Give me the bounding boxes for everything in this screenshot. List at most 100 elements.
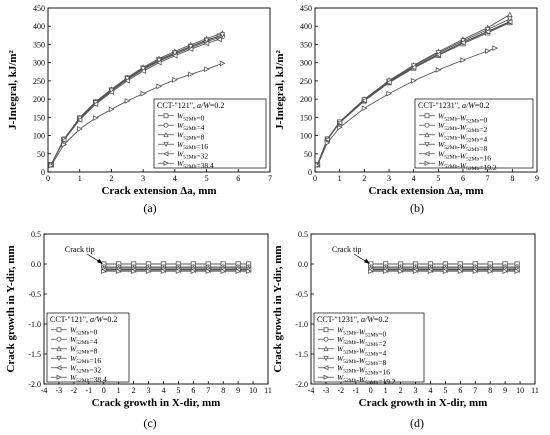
y-tick-label: 300: [300, 59, 312, 68]
x-axis-title: Crack extension Δa, mm: [101, 185, 216, 197]
data-point: [386, 90, 393, 97]
arrow-head: [364, 258, 370, 264]
x-tick-label: 3: [387, 174, 391, 183]
series-1: [101, 261, 252, 267]
x-tick-label: 7: [473, 386, 477, 395]
y-tick-label: -0.5: [28, 290, 41, 299]
data-point: [514, 268, 521, 275]
legend-box: [414, 98, 534, 169]
data-point: [187, 46, 194, 53]
x-tick-label: -3: [323, 386, 330, 395]
series-6: [48, 60, 226, 169]
y-tick-label: 200: [300, 95, 312, 104]
data-point: [411, 78, 417, 84]
y-tick-label: 150: [300, 113, 312, 122]
arrow-head: [97, 258, 103, 264]
y-tick-label: -1.5: [28, 350, 41, 359]
legend-label: W52Mb-W52Mb=2: [337, 335, 387, 348]
data-point: [442, 268, 449, 275]
data-point: [160, 268, 167, 275]
data-point: [457, 268, 464, 275]
series-5: [314, 19, 513, 168]
chart-panel-a: 0 1 2 3 4 5 6 7 0 50 100 150 200 250 300 350 400 450 Crack…: [7, 4, 272, 215]
plot-frame: [310, 233, 536, 385]
data-point: [140, 90, 147, 97]
legend: CCT-"121", a/W=0.2W52Mb=0W52Mb=4W52Mb=8W…: [153, 98, 267, 170]
x-tick-label: 1: [117, 386, 121, 395]
legend-title: CCT-"121", a/W=0.2: [50, 315, 117, 324]
y-axis-title: Crack growth in Y-dir, mm: [5, 245, 17, 372]
x-tick-label: 8: [221, 386, 225, 395]
x-tick-label: 8: [510, 174, 514, 183]
legend-marker: [424, 122, 430, 128]
x-tick-label: 10: [249, 386, 257, 395]
x-tick-label: 2: [362, 174, 366, 183]
data-point: [124, 76, 131, 82]
legend-label: W52Mb-W52Mb=8: [438, 140, 488, 153]
legend-marker: [424, 113, 430, 119]
series-line: [50, 62, 223, 166]
data-point: [245, 268, 252, 275]
series-line: [317, 21, 511, 165]
data-point: [203, 37, 210, 44]
data-point: [124, 98, 131, 104]
legend-marker: [323, 374, 329, 380]
y-tick-label: 0: [308, 168, 312, 177]
x-tick-label: 3: [147, 386, 151, 395]
x-tick-label: -3: [56, 386, 63, 395]
x-tick-label: -4: [41, 386, 48, 395]
y-tick-label: 50: [304, 150, 312, 159]
legend-box: [313, 312, 425, 383]
y-tick-label: 0.5: [298, 230, 308, 239]
plot-frame: [43, 233, 269, 385]
x-tick-label: -2: [338, 386, 345, 395]
data-point: [203, 40, 210, 47]
x-tick-label: 2: [132, 386, 136, 395]
y-tick-label: 0.0: [298, 260, 308, 269]
x-tick-label: 8: [488, 386, 492, 395]
legend-label: W52Mb=8: [177, 130, 205, 141]
legend: CCT-"1231", a/W=0.2W52Mb-W52Mb=0W52Mb-W5…: [313, 312, 425, 386]
legend-marker: [163, 113, 169, 119]
legend-label: W52Mb-W52Mb=4: [438, 130, 488, 143]
x-tick-label: 1: [338, 174, 342, 183]
data-point: [92, 115, 99, 121]
x-tick-label: 1: [384, 386, 388, 395]
legend-marker: [323, 355, 329, 362]
data-point: [361, 105, 368, 112]
legend-label: W52Mb-W52Mb=0: [438, 111, 488, 124]
data-point: [60, 137, 67, 144]
data-point: [124, 78, 130, 84]
legend-box: [153, 98, 267, 169]
y-tick-label: -1.0: [28, 320, 41, 329]
data-point: [506, 19, 513, 25]
x-tick-label: 0: [313, 174, 317, 183]
x-tick-label: 4: [428, 386, 432, 395]
y-tick-label: 350: [300, 40, 312, 49]
series-line: [317, 47, 496, 166]
data-point: [219, 60, 226, 67]
data-point: [220, 268, 227, 275]
x-tick-label: 6: [236, 174, 240, 183]
data-point: [507, 16, 513, 23]
data-point: [156, 57, 162, 64]
data-point: [116, 268, 122, 275]
x-tick-label: 0: [102, 386, 106, 395]
legend-label: W52Mb=32: [70, 363, 101, 374]
data-point: [140, 66, 146, 72]
x-tick-label: 4: [412, 174, 416, 183]
data-point: [171, 52, 178, 59]
legend-label: W52Mb-W52Mb=16: [337, 363, 390, 376]
series-6: [314, 45, 499, 169]
y-tick-label: 450: [33, 4, 45, 13]
series-6: [101, 268, 252, 275]
series-5: [48, 36, 222, 168]
y-tick-label: 0.5: [31, 230, 41, 239]
legend-marker: [424, 151, 430, 157]
data-point: [487, 268, 494, 275]
chart-panel-b: 0 1 2 3 4 5 6 7 8 9 0 50 100 150 200 250 300 350 400 450 Cra…: [274, 4, 539, 215]
legend-label: W52Mb-W52Mb=0: [337, 325, 387, 338]
y-axis-title: J-Integral, kJ/m²: [7, 49, 19, 129]
data-point: [314, 162, 321, 169]
data-point: [435, 51, 441, 58]
